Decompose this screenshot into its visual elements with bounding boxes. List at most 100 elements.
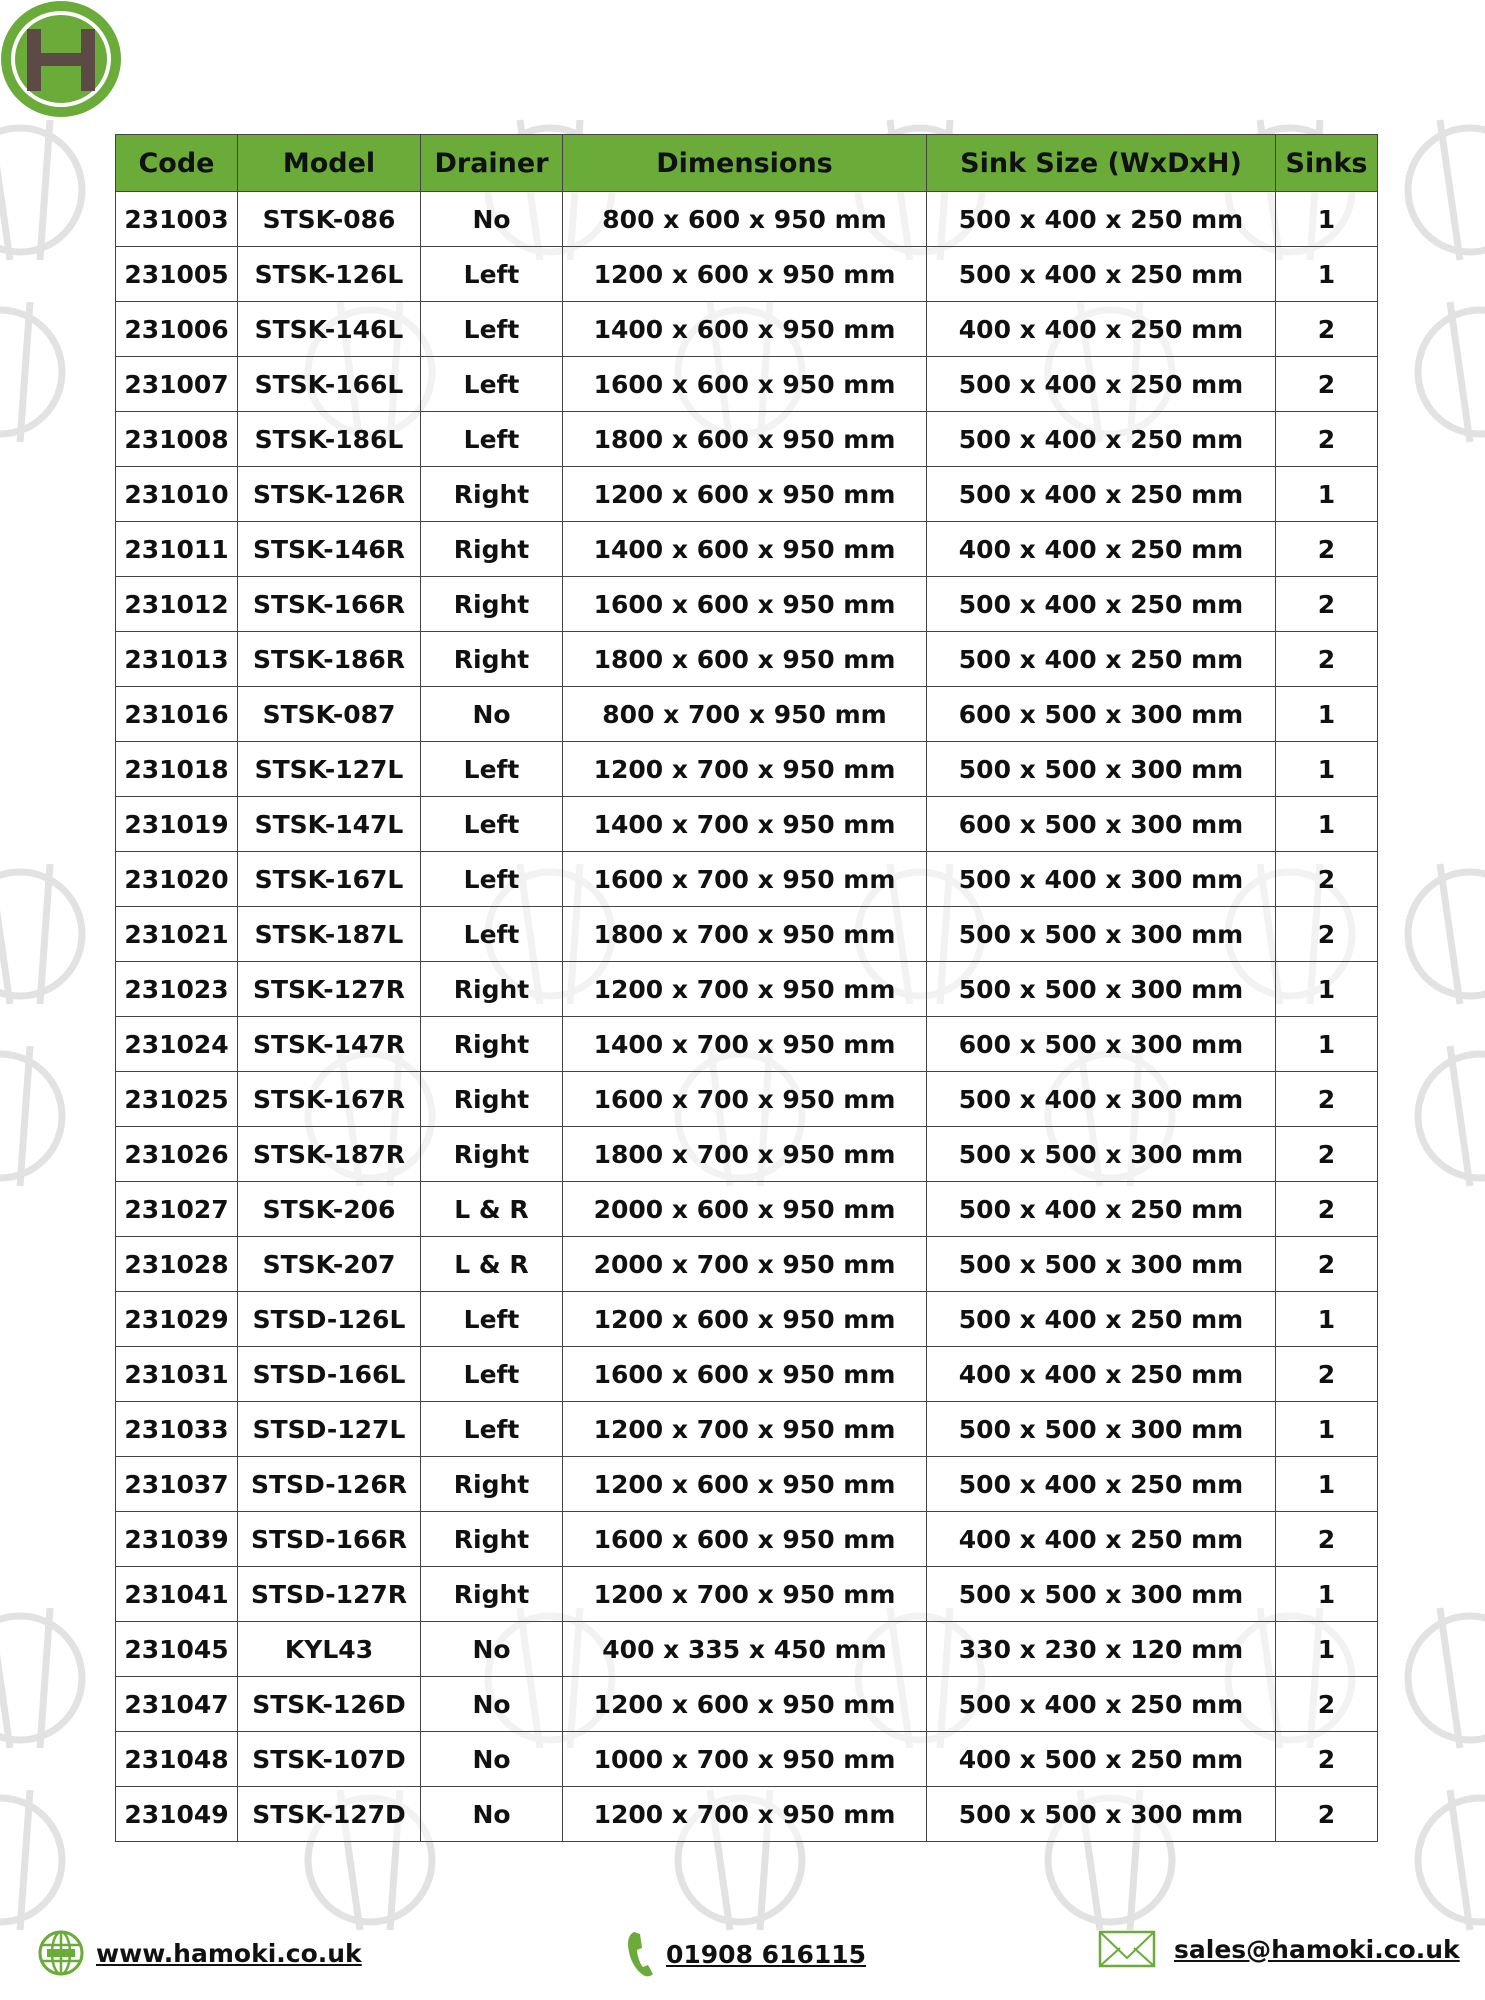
cell-sinks: 2: [1275, 1346, 1378, 1402]
cell-drainer: Right: [420, 466, 563, 522]
table-row: 231018 STSK-127L Left 1200 x 700 x 950 mm 50…: [115, 741, 1378, 797]
cell-model: STSK-166R: [237, 576, 421, 632]
cell-sinks: 1: [1275, 1566, 1378, 1622]
table-row: 231049 STSK-127D No 1200 x 700 x 950 mm 500 …: [115, 1786, 1378, 1842]
cell-sink-size: 500 x 500 x 300 mm: [926, 741, 1276, 797]
cell-model: STSK-087: [237, 686, 421, 742]
cell-dimensions: 1400 x 600 x 950 mm: [562, 521, 927, 577]
cell-drainer: Right: [420, 1071, 563, 1127]
table-row: 231016 STSK-087 No 800 x 700 x 950 mm 600 x …: [115, 686, 1378, 742]
cell-dimensions: 1400 x 700 x 950 mm: [562, 796, 927, 852]
cell-sink-size: 500 x 400 x 250 mm: [926, 576, 1276, 632]
cell-model: STSD-127R: [237, 1566, 421, 1622]
cell-model: STSK-127L: [237, 741, 421, 797]
cell-drainer: Left: [420, 246, 563, 302]
phone-link[interactable]: 01908 616115: [626, 1930, 866, 1978]
cell-code: 231028: [115, 1236, 238, 1292]
cell-sink-size: 400 x 500 x 250 mm: [926, 1731, 1276, 1787]
cell-code: 231012: [115, 576, 238, 632]
cell-sinks: 1: [1275, 191, 1378, 247]
cell-model: STSK-086: [237, 191, 421, 247]
table-row: 231031 STSD-166L Left 1600 x 600 x 950 mm 40…: [115, 1346, 1378, 1402]
table-row: 231028 STSK-207 L & R 2000 x 700 x 950 mm 50…: [115, 1236, 1378, 1292]
cell-drainer: Right: [420, 1126, 563, 1182]
cell-drainer: L & R: [420, 1236, 563, 1292]
cell-dimensions: 1600 x 600 x 950 mm: [562, 356, 927, 412]
table-row: 231037 STSD-126R Right 1200 x 600 x 950 mm 5…: [115, 1456, 1378, 1512]
table-row: 231039 STSD-166R Right 1600 x 600 x 950 mm 4…: [115, 1511, 1378, 1567]
cell-dimensions: 2000 x 600 x 950 mm: [562, 1181, 927, 1237]
cell-sinks: 2: [1275, 631, 1378, 687]
cell-sink-size: 330 x 230 x 120 mm: [926, 1621, 1276, 1677]
cell-dimensions: 1200 x 700 x 950 mm: [562, 1566, 927, 1622]
watermark-plate-icon: [0, 863, 86, 1005]
cell-sinks: 2: [1275, 356, 1378, 412]
cell-model: STSK-186R: [237, 631, 421, 687]
cell-drainer: L & R: [420, 1181, 563, 1237]
table-row: 231011 STSK-146R Right 1400 x 600 x 950 mm 4…: [115, 521, 1378, 577]
cell-sinks: 2: [1275, 1181, 1378, 1237]
table-row: 231047 STSK-126D No 1200 x 600 x 950 mm 500 …: [115, 1676, 1378, 1732]
table-row: 231025 STSK-167R Right 1600 x 700 x 950 mm 5…: [115, 1071, 1378, 1127]
cell-drainer: Left: [420, 906, 563, 962]
cell-sink-size: 500 x 400 x 250 mm: [926, 1456, 1276, 1512]
cell-sinks: 2: [1275, 906, 1378, 962]
cell-sinks: 1: [1275, 686, 1378, 742]
email-link[interactable]: sales@hamoki.co.uk: [1098, 1930, 1460, 1968]
header-code: Code: [115, 134, 238, 192]
cell-drainer: Left: [420, 356, 563, 412]
cell-dimensions: 1800 x 600 x 950 mm: [562, 411, 927, 467]
cell-sink-size: 500 x 400 x 250 mm: [926, 1291, 1276, 1347]
cell-drainer: Left: [420, 741, 563, 797]
watermark-plate-icon: [0, 1045, 66, 1187]
cell-code: 231041: [115, 1566, 238, 1622]
cell-model: STSK-146L: [237, 301, 421, 357]
cell-drainer: No: [420, 1731, 563, 1787]
cell-model: STSK-206: [237, 1181, 421, 1237]
cell-sinks: 2: [1275, 521, 1378, 577]
cell-model: STSK-146R: [237, 521, 421, 577]
cell-sink-size: 500 x 400 x 250 mm: [926, 356, 1276, 412]
table-row: 231041 STSD-127R Right 1200 x 700 x 950 mm 5…: [115, 1566, 1378, 1622]
cell-model: STSK-186L: [237, 411, 421, 467]
cell-code: 231008: [115, 411, 238, 467]
table-row: 231010 STSK-126R Right 1200 x 600 x 950 mm 5…: [115, 466, 1378, 522]
cell-drainer: No: [420, 1621, 563, 1677]
cell-sinks: 2: [1275, 1511, 1378, 1567]
cell-code: 231024: [115, 1016, 238, 1072]
cell-model: STSD-126R: [237, 1456, 421, 1512]
table-row: 231026 STSK-187R Right 1800 x 700 x 950 mm 5…: [115, 1126, 1378, 1182]
sink-spec-table: Code Model Drainer Dimensions Sink Size (WxD…: [115, 134, 1378, 1842]
cell-dimensions: 1200 x 700 x 950 mm: [562, 741, 927, 797]
cell-drainer: Left: [420, 1346, 563, 1402]
cell-drainer: Right: [420, 1016, 563, 1072]
table-row: 231008 STSK-186L Left 1800 x 600 x 950 mm 50…: [115, 411, 1378, 467]
cell-sinks: 2: [1275, 576, 1378, 632]
cell-sink-size: 500 x 500 x 300 mm: [926, 906, 1276, 962]
cell-model: STSK-147R: [237, 1016, 421, 1072]
cell-dimensions: 1800 x 600 x 950 mm: [562, 631, 927, 687]
cell-model: STSK-126L: [237, 246, 421, 302]
cell-model: STSK-167L: [237, 851, 421, 907]
cell-sinks: 2: [1275, 1236, 1378, 1292]
cell-drainer: Right: [420, 631, 563, 687]
table-row: 231024 STSK-147R Right 1400 x 700 x 950 mm 6…: [115, 1016, 1378, 1072]
cell-sinks: 2: [1275, 1786, 1378, 1842]
table-row: 231006 STSK-146L Left 1400 x 600 x 950 mm 40…: [115, 301, 1378, 357]
website-link[interactable]: www.hamoki.co.uk: [38, 1930, 362, 1976]
cell-sink-size: 600 x 500 x 300 mm: [926, 1016, 1276, 1072]
table-row: 231048 STSK-107D No 1000 x 700 x 950 mm 400 …: [115, 1731, 1378, 1787]
table-row: 231029 STSD-126L Left 1200 x 600 x 950 mm 50…: [115, 1291, 1378, 1347]
cell-sink-size: 500 x 500 x 300 mm: [926, 1786, 1276, 1842]
cell-sink-size: 500 x 400 x 250 mm: [926, 1676, 1276, 1732]
cell-sinks: 2: [1275, 1071, 1378, 1127]
cell-sink-size: 500 x 400 x 250 mm: [926, 411, 1276, 467]
hamoki-logo: [1, 1, 121, 117]
cell-code: 231045: [115, 1621, 238, 1677]
cell-model: STSK-187R: [237, 1126, 421, 1182]
cell-sinks: 1: [1275, 741, 1378, 797]
cell-dimensions: 1200 x 700 x 950 mm: [562, 1786, 927, 1842]
cell-drainer: Left: [420, 411, 563, 467]
watermark-plate-icon: [0, 301, 66, 443]
cell-sink-size: 500 x 500 x 300 mm: [926, 1566, 1276, 1622]
